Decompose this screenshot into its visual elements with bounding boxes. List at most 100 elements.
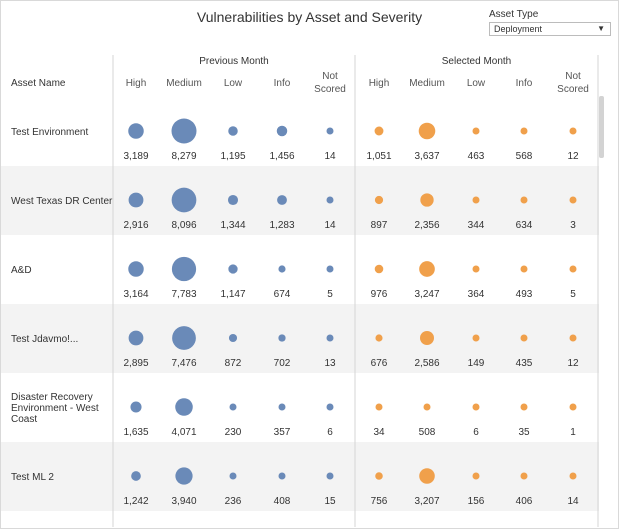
bubble-mark — [520, 196, 528, 204]
value-label: 14 — [324, 220, 336, 231]
value-label: 508 — [419, 427, 436, 438]
bubble-mark — [227, 194, 239, 206]
asset-name-label: Test Environment — [11, 127, 88, 138]
severity-header: Scored — [314, 84, 346, 95]
group-header: Previous Month — [199, 56, 268, 67]
row-band — [1, 166, 599, 235]
value-label: 364 — [468, 289, 485, 300]
bubble-mark — [374, 195, 384, 205]
asset-type-dropdown[interactable]: Deployment ▼ — [489, 22, 611, 36]
severity-header: Scored — [557, 84, 589, 95]
bubble-mark — [228, 126, 238, 136]
value-label: 3,207 — [414, 496, 439, 507]
bubble-mark — [520, 265, 528, 273]
bubble-mark — [128, 261, 144, 277]
bubble-mark — [374, 126, 384, 136]
vertical-scrollbar[interactable] — [599, 96, 604, 158]
value-label: 568 — [516, 151, 533, 162]
bubble-mark — [278, 334, 286, 342]
bubble-mark — [569, 334, 577, 342]
value-label: 676 — [371, 358, 388, 369]
bubble-mark — [171, 256, 197, 282]
bubble-mark — [472, 403, 480, 411]
bubble-mark — [520, 472, 528, 480]
severity-header: Not — [322, 71, 338, 82]
bubble-mark — [172, 326, 196, 350]
value-label: 1 — [570, 427, 576, 438]
value-label: 3 — [570, 220, 576, 231]
bubble-mark — [326, 196, 334, 204]
value-label: 2,895 — [123, 358, 148, 369]
value-label: 7,783 — [171, 289, 196, 300]
bubble-mark — [277, 195, 287, 205]
bubble-mark — [374, 264, 384, 274]
value-label: 3,940 — [171, 496, 196, 507]
bubble-mark — [326, 472, 334, 480]
bubble-mark — [128, 330, 144, 346]
bubble-mark — [520, 403, 528, 411]
value-label: 13 — [324, 358, 336, 369]
bubble-mark — [326, 265, 334, 273]
severity-header: Medium — [409, 78, 445, 89]
bubble-mark — [131, 471, 141, 481]
value-label: 3,637 — [414, 151, 439, 162]
value-label: 1,147 — [220, 289, 245, 300]
group-header: Selected Month — [442, 56, 512, 67]
bubble-mark — [229, 403, 237, 411]
value-label: 5 — [570, 289, 576, 300]
value-label: 6 — [473, 427, 479, 438]
value-label: 4,071 — [171, 427, 196, 438]
asset-type-filter-label: Asset Type — [489, 9, 539, 20]
value-label: 1,195 — [220, 151, 245, 162]
value-label: 702 — [274, 358, 291, 369]
bubble-mark — [276, 125, 288, 137]
value-label: 2,586 — [414, 358, 439, 369]
value-label: 3,247 — [414, 289, 439, 300]
bubble-mark — [419, 468, 435, 484]
value-label: 1,456 — [269, 151, 294, 162]
bubble-mark — [326, 127, 334, 135]
bubble-mark — [520, 127, 528, 135]
value-label: 897 — [371, 220, 388, 231]
bubble-mark — [128, 123, 144, 139]
value-label: 976 — [371, 289, 388, 300]
bubble-mark — [569, 265, 577, 273]
bubble-mark — [375, 334, 383, 342]
bubble-mark — [228, 264, 238, 274]
bubble-mark — [278, 403, 286, 411]
bubble-mark — [472, 472, 480, 480]
value-label: 12 — [567, 358, 579, 369]
bubble-mark — [520, 334, 528, 342]
severity-header: Medium — [166, 78, 202, 89]
asset-name-label: Coast — [11, 414, 37, 425]
bubble-mark — [569, 472, 577, 480]
bubble-mark — [326, 334, 334, 342]
chart-title: Vulnerabilities by Asset and Severity — [196, 9, 423, 25]
bubble-mark — [171, 187, 197, 213]
bubble-mark — [171, 118, 197, 144]
severity-header: Low — [224, 78, 243, 89]
value-label: 6 — [327, 427, 333, 438]
bubble-mark — [420, 331, 434, 345]
bubble-mark — [419, 261, 435, 277]
bubble-mark — [472, 127, 480, 135]
value-label: 156 — [468, 496, 485, 507]
severity-header: Not — [565, 71, 581, 82]
value-label: 1,051 — [366, 151, 391, 162]
bubble-mark — [278, 472, 286, 480]
bubble-mark — [130, 401, 142, 413]
severity-header: High — [369, 78, 390, 89]
asset-name-label: Disaster Recovery — [11, 392, 93, 403]
value-label: 1,635 — [123, 427, 148, 438]
value-label: 8,096 — [171, 220, 196, 231]
row-band — [1, 442, 599, 511]
bubble-mark — [375, 403, 383, 411]
bubble-mark — [569, 196, 577, 204]
bubble-mark — [128, 192, 144, 208]
bubble-mark — [175, 398, 193, 416]
asset-name-label: A&D — [11, 265, 32, 276]
value-label: 236 — [225, 496, 242, 507]
value-label: 230 — [225, 427, 242, 438]
value-label: 34 — [373, 427, 385, 438]
